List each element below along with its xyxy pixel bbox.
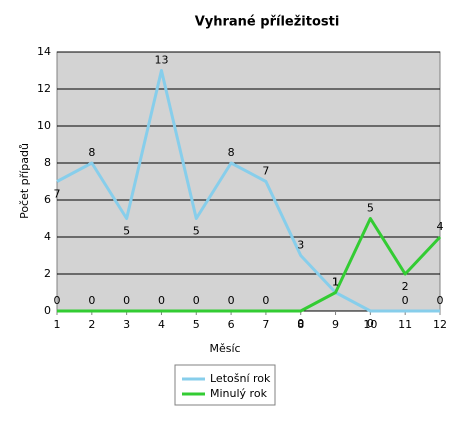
data-label: 0 [367, 317, 374, 330]
x-tick-label: 1 [54, 318, 61, 331]
x-tick-label: 3 [123, 318, 130, 331]
data-label: 0 [402, 294, 409, 307]
y-axis-label: Počet případů [18, 143, 31, 219]
x-tick-label: 6 [228, 318, 235, 331]
data-label: 0 [193, 294, 200, 307]
data-label: 5 [193, 225, 200, 238]
y-tick-label: 14 [37, 45, 51, 58]
data-label: 5 [123, 225, 130, 238]
y-tick-label: 4 [44, 230, 51, 243]
x-tick-label: 12 [433, 318, 447, 331]
x-tick-label: 4 [158, 318, 165, 331]
x-tick-label: 7 [262, 318, 269, 331]
series-line [57, 217, 442, 313]
y-tick-label: 12 [37, 82, 51, 95]
x-tick-label: 9 [332, 318, 339, 331]
data-label: 7 [262, 165, 269, 178]
legend [174, 364, 276, 406]
data-label: 0 [88, 294, 95, 307]
data-label: 7 [54, 188, 61, 201]
y-tick-label: 10 [37, 119, 51, 132]
y-tick-label: 6 [44, 193, 51, 206]
series-line [56, 69, 440, 313]
data-label: 2 [402, 280, 409, 293]
y-tick-label: 0 [44, 304, 51, 317]
x-tick-label: 10 [363, 318, 377, 331]
data-label: 1 [332, 276, 339, 289]
x-tick-label: 5 [193, 318, 200, 331]
data-label: 0 [54, 294, 61, 307]
data-label: 5 [367, 202, 374, 215]
legend-label: Minulý rok [210, 387, 268, 400]
data-label: 0 [123, 294, 130, 307]
data-label: 0 [437, 294, 444, 307]
x-tick-label: 11 [398, 318, 412, 331]
data-label: 1 [332, 276, 339, 289]
data-label: 8 [228, 146, 235, 159]
data-label: 13 [154, 54, 168, 67]
data-label: 0 [228, 294, 235, 307]
data-label: 3 [297, 239, 304, 252]
data-label: 0 [158, 294, 165, 307]
x-axis-label: Měsíc [209, 342, 240, 355]
legend-label: Letošní rok [210, 372, 271, 385]
x-tick-label: 2 [88, 318, 95, 331]
data-label: 0 [262, 294, 269, 307]
data-label: 4 [437, 220, 444, 233]
chart-title: Vyhrané příležitosti [195, 15, 340, 30]
plot-area [56, 51, 441, 312]
y-tick-label: 8 [44, 156, 51, 169]
x-tick-label: 8 [297, 318, 304, 331]
y-tick-label: 2 [44, 267, 51, 280]
data-label: 0 [297, 317, 304, 330]
data-label: 8 [88, 146, 95, 159]
